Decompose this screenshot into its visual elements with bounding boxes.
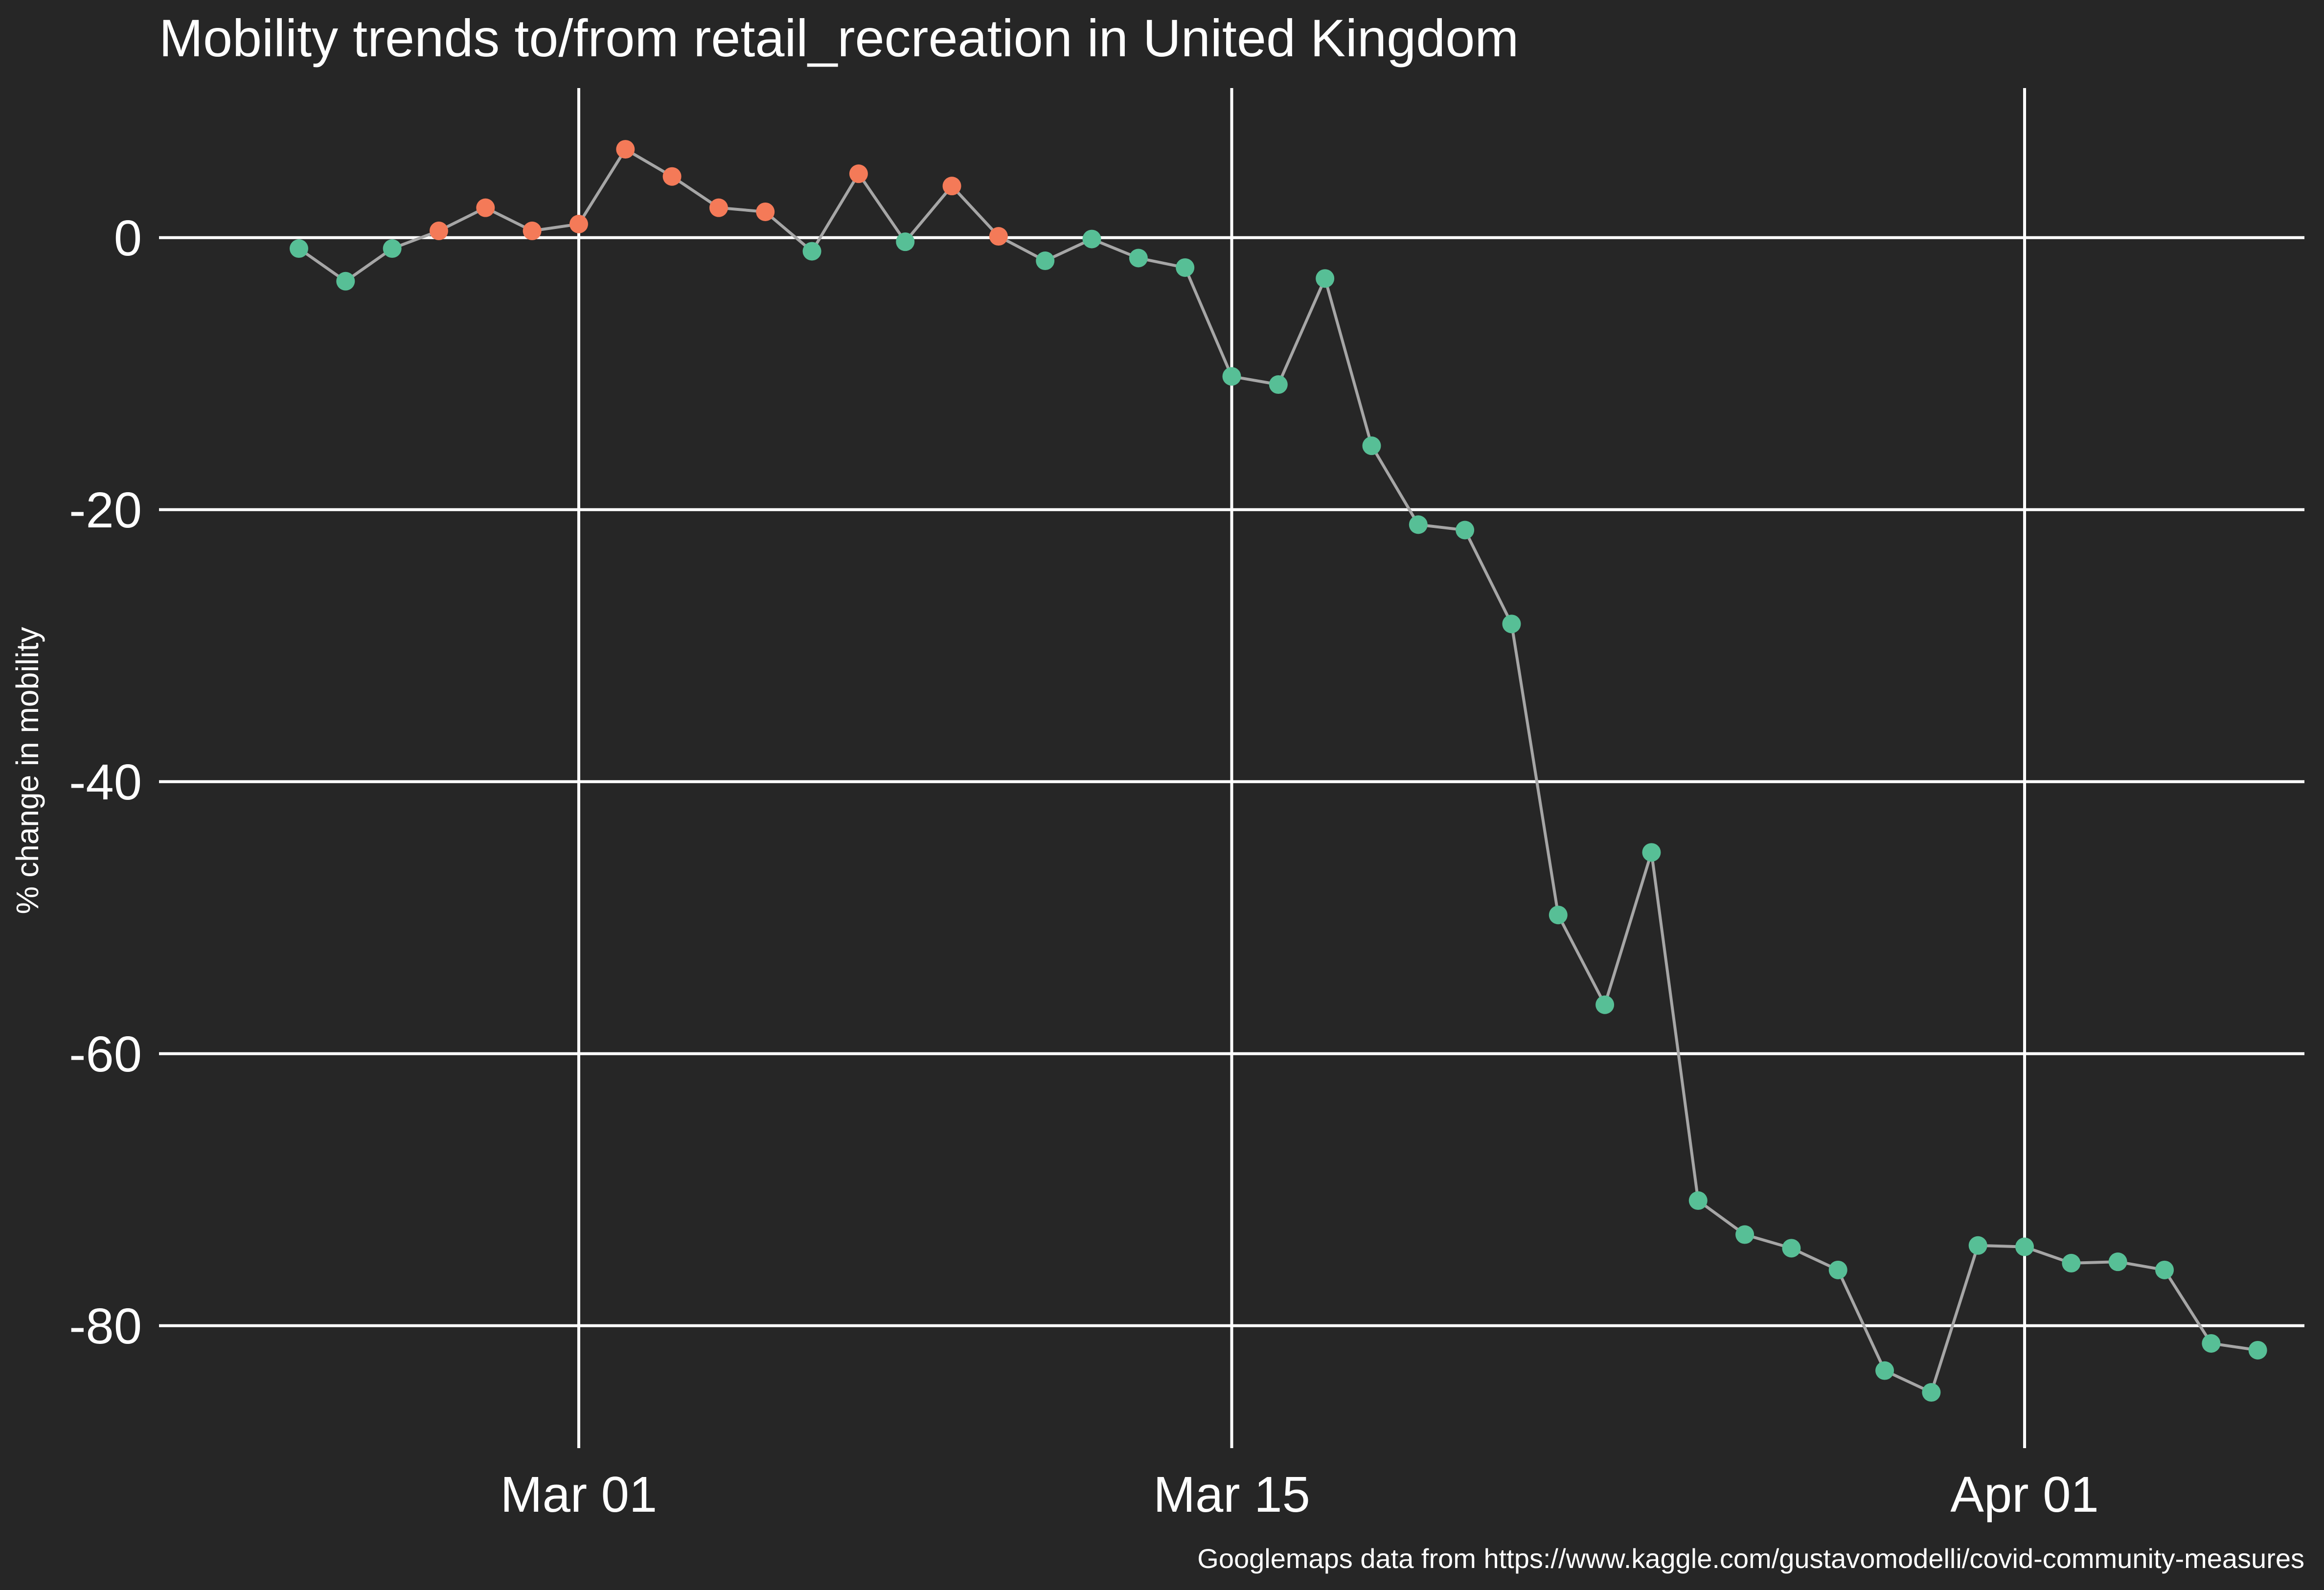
data-point-negative	[1828, 1260, 1847, 1279]
data-point-negative	[383, 239, 402, 258]
data-point-negative	[2108, 1252, 2127, 1272]
data-point-negative	[1269, 375, 1288, 394]
data-point-negative	[1688, 1191, 1708, 1210]
data-point-positive	[523, 221, 542, 240]
y-axis-label: % change in mobility	[10, 627, 45, 914]
data-point-negative	[1176, 258, 1195, 277]
data-point-negative	[1222, 367, 1241, 386]
data-point-negative	[1549, 906, 1568, 925]
data-point-positive	[429, 221, 448, 240]
grid-lines	[159, 88, 2304, 1448]
data-point-negative	[1362, 436, 1381, 455]
data-point-negative	[1642, 843, 1661, 862]
y-tick-label: -80	[69, 1298, 142, 1354]
data-point-negative	[2015, 1237, 2034, 1256]
data-points	[289, 140, 2267, 1402]
x-tick-label: Mar 01	[501, 1466, 658, 1522]
y-tick-label: 0	[114, 210, 142, 266]
data-point-negative	[1968, 1236, 1987, 1255]
data-point-negative	[336, 272, 355, 291]
y-tick-label: -40	[69, 754, 142, 810]
data-point-negative	[2062, 1253, 2081, 1272]
data-point-negative	[1782, 1239, 1801, 1258]
data-point-positive	[756, 202, 775, 221]
data-point-positive	[989, 227, 1008, 246]
data-point-negative	[2248, 1340, 2267, 1360]
data-point-negative	[289, 239, 308, 258]
data-point-positive	[476, 198, 495, 217]
x-tick-label: Apr 01	[1950, 1466, 2098, 1522]
data-point-negative	[1036, 251, 1055, 271]
data-point-negative	[1456, 521, 1475, 540]
data-point-positive	[662, 167, 682, 186]
data-point-negative	[802, 242, 821, 261]
data-point-positive	[942, 177, 961, 196]
source-caption: Googlemaps data from https://www.kaggle.…	[1197, 1543, 2304, 1574]
data-point-negative	[2202, 1334, 2221, 1353]
data-point-negative	[1735, 1225, 1754, 1244]
data-point-negative	[1082, 229, 1101, 249]
x-axis-tick-labels: Mar 01 Mar 15 Apr 01	[501, 1466, 2099, 1522]
data-point-negative	[1875, 1361, 1894, 1380]
data-point-negative	[1129, 249, 1148, 268]
y-axis-tick-labels: 0 -20 -40 -60 -80	[69, 210, 142, 1354]
data-point-positive	[849, 164, 868, 183]
data-point-positive	[616, 140, 635, 159]
data-point-negative	[1922, 1383, 1941, 1402]
data-point-negative	[1595, 995, 1615, 1014]
data-point-positive	[569, 215, 588, 233]
y-tick-label: -20	[69, 482, 142, 538]
data-point-negative	[2155, 1260, 2174, 1279]
data-point-negative	[1502, 614, 1521, 634]
data-point-negative	[1409, 515, 1428, 534]
data-point-positive	[709, 198, 728, 217]
x-tick-label: Mar 15	[1153, 1466, 1310, 1522]
data-point-negative	[896, 232, 915, 251]
data-point-negative	[1316, 269, 1335, 288]
chart-title: Mobility trends to/from retail_recreatio…	[159, 8, 1519, 68]
y-tick-label: -60	[69, 1026, 142, 1082]
